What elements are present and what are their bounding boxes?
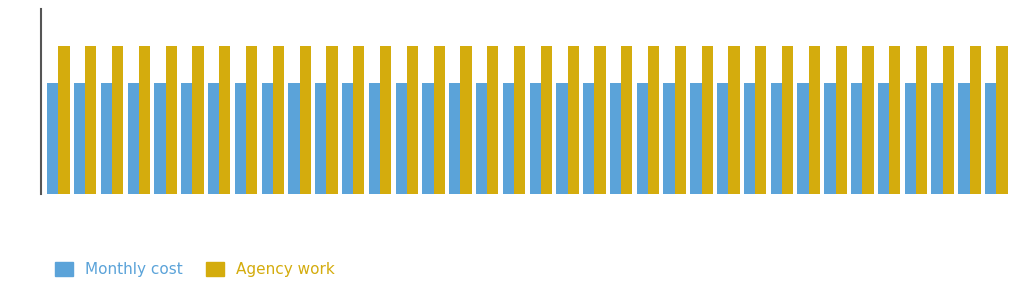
Bar (743, 83, 755, 194)
Bar (315, 83, 327, 194)
Bar (878, 83, 889, 194)
Bar (836, 46, 847, 194)
Bar (782, 46, 794, 194)
Bar (514, 46, 525, 194)
Bar (193, 46, 204, 194)
Bar (958, 83, 970, 194)
Bar (664, 83, 675, 194)
Bar (932, 83, 943, 194)
Bar (112, 46, 123, 194)
Bar (461, 46, 472, 194)
Bar (74, 83, 85, 194)
Bar (407, 46, 418, 194)
Bar (556, 83, 567, 194)
Bar (970, 46, 981, 194)
Bar (433, 46, 444, 194)
Bar (476, 83, 487, 194)
Bar (943, 46, 954, 194)
Bar (771, 83, 782, 194)
Bar (166, 46, 177, 194)
Bar (100, 83, 112, 194)
Bar (904, 83, 915, 194)
Bar (395, 83, 407, 194)
Bar (594, 46, 605, 194)
Bar (342, 83, 353, 194)
Bar (809, 46, 820, 194)
Bar (261, 83, 272, 194)
Legend: Monthly cost, Agency work: Monthly cost, Agency work (48, 256, 341, 283)
Bar (450, 83, 461, 194)
Bar (583, 83, 594, 194)
Bar (717, 83, 728, 194)
Bar (541, 46, 552, 194)
Bar (353, 46, 365, 194)
Bar (851, 83, 862, 194)
Bar (889, 46, 900, 194)
Bar (155, 83, 166, 194)
Bar (622, 46, 633, 194)
Bar (380, 46, 391, 194)
Bar (503, 83, 514, 194)
Bar (728, 46, 739, 194)
Bar (47, 83, 58, 194)
Bar (289, 83, 300, 194)
Bar (208, 83, 219, 194)
Bar (234, 83, 246, 194)
Bar (996, 46, 1008, 194)
Bar (915, 46, 927, 194)
Bar (824, 83, 836, 194)
Bar (690, 83, 701, 194)
Bar (369, 83, 380, 194)
Bar (610, 83, 622, 194)
Bar (422, 83, 433, 194)
Bar (246, 46, 257, 194)
Bar (985, 83, 996, 194)
Bar (798, 83, 809, 194)
Bar (637, 83, 648, 194)
Bar (327, 46, 338, 194)
Bar (675, 46, 686, 194)
Bar (755, 46, 766, 194)
Bar (128, 83, 139, 194)
Bar (862, 46, 873, 194)
Bar (139, 46, 151, 194)
Bar (181, 83, 193, 194)
Bar (529, 83, 541, 194)
Bar (487, 46, 499, 194)
Bar (219, 46, 230, 194)
Bar (300, 46, 311, 194)
Bar (85, 46, 96, 194)
Bar (567, 46, 579, 194)
Bar (648, 46, 659, 194)
Bar (58, 46, 70, 194)
Bar (701, 46, 713, 194)
Bar (272, 46, 284, 194)
